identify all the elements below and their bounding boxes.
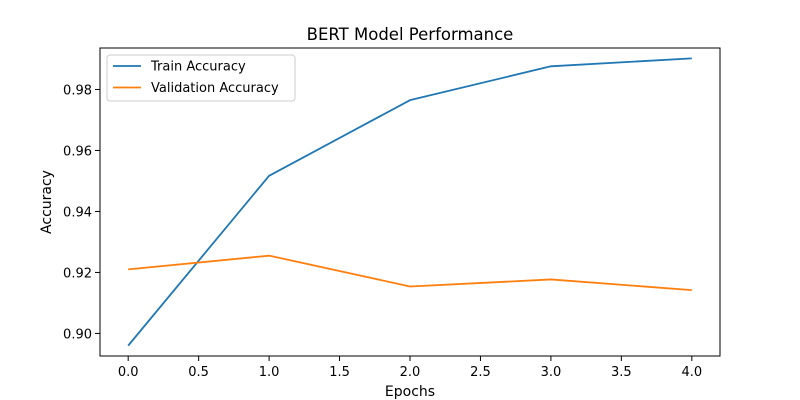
y-tick-label: 0.90 [63, 327, 92, 342]
x-tick-label: 4.0 [681, 365, 702, 380]
x-tick-label: 1.0 [259, 365, 280, 380]
legend: Train Accuracy Validation Accuracy [106, 54, 296, 102]
x-tick-label: 0.0 [118, 365, 139, 380]
y-tick-label: 0.92 [63, 266, 92, 281]
x-tick-label: 3.0 [541, 365, 562, 380]
x-tick-label: 2.0 [400, 365, 421, 380]
y-axis-title: Accuracy [39, 170, 55, 234]
y-tick-label: 0.98 [63, 83, 92, 98]
chart-title: BERT Model Performance [307, 25, 514, 44]
series-line-train-accuracy [127, 57, 692, 347]
y-axis: 0.90 0.92 0.94 0.96 0.98 [63, 83, 100, 342]
x-tick-label: 3.5 [611, 365, 632, 380]
x-axis: 0.0 0.5 1.0 1.5 2.0 2.5 3.0 3.5 4.0 [118, 356, 702, 380]
legend-frame [106, 54, 296, 102]
y-tick-label: 0.94 [63, 205, 92, 220]
x-axis-title: Epochs [385, 384, 435, 400]
series-layer [127, 57, 692, 347]
legend-label-validation-accuracy: Validation Accuracy [151, 81, 279, 96]
y-tick-label: 0.96 [63, 144, 92, 159]
x-tick-label: 1.5 [329, 365, 350, 380]
x-tick-label: 2.5 [470, 365, 491, 380]
legend-label-train-accuracy: Train Accuracy [150, 60, 246, 75]
series-line-validation-accuracy [128, 254, 692, 292]
x-tick-label: 0.5 [188, 365, 209, 380]
